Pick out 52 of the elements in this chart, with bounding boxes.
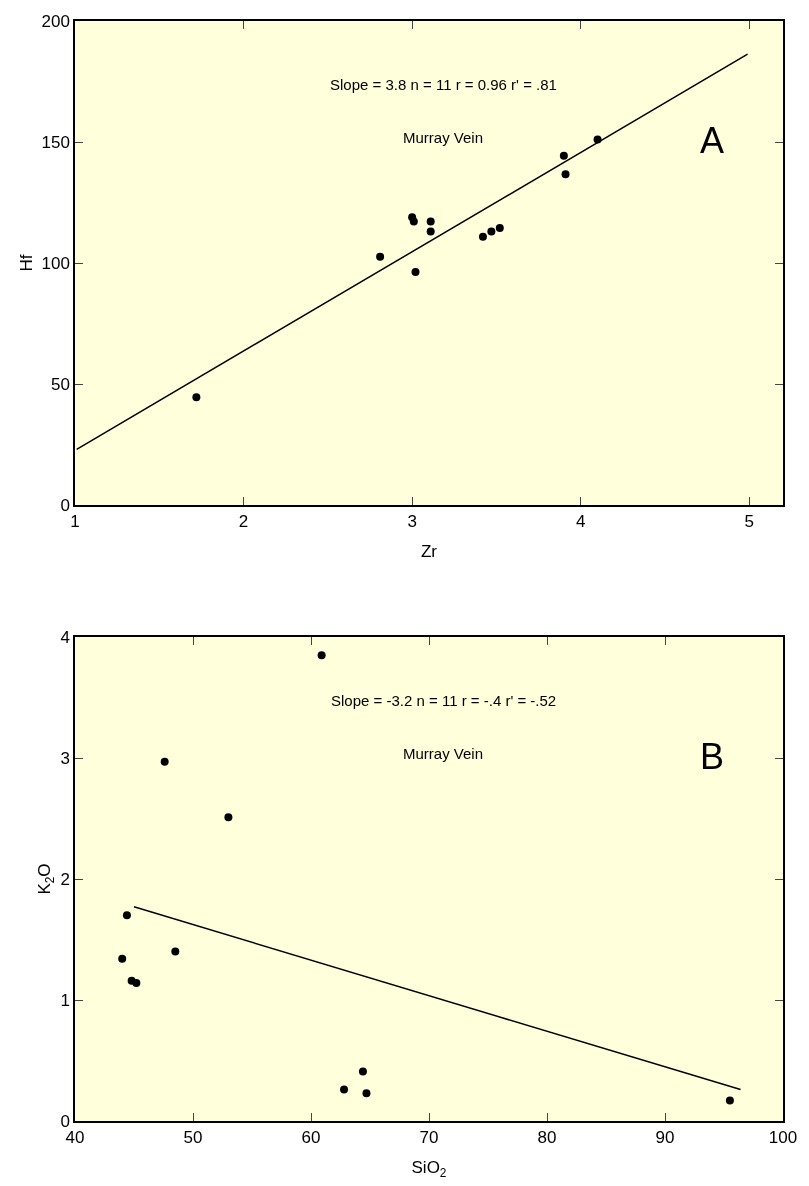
point bbox=[358, 1067, 367, 1076]
y-tick-label: 4 bbox=[60, 627, 70, 647]
annotation: Slope = -3.2 n = 11 r = -.4 r' = -.52 bbox=[331, 692, 557, 709]
point bbox=[122, 911, 131, 920]
x-tick-label: 100 bbox=[768, 1128, 798, 1148]
x-tick-label: 40 bbox=[65, 1128, 85, 1148]
point bbox=[362, 1089, 371, 1098]
x-tick-label: 60 bbox=[301, 1128, 321, 1148]
x-tick-label: 5 bbox=[744, 512, 755, 532]
y-tick-label: 1 bbox=[60, 990, 70, 1010]
point bbox=[317, 651, 326, 660]
point bbox=[426, 217, 435, 226]
y-tick-label: 3 bbox=[60, 748, 70, 768]
y-tick-label: 200 bbox=[41, 11, 70, 31]
y-tick-label: 0 bbox=[60, 495, 70, 515]
x-axis-title: SiO$_{2}$ bbox=[411, 1158, 447, 1180]
point bbox=[725, 1096, 734, 1105]
annotation: Murray Vein bbox=[403, 129, 484, 146]
point bbox=[487, 227, 496, 236]
x-axis-title: Zr bbox=[420, 542, 438, 562]
x-tick-label: 80 bbox=[537, 1128, 557, 1148]
x-tick-label: 70 bbox=[419, 1128, 439, 1148]
x-tick-label: 2 bbox=[238, 512, 249, 532]
point bbox=[224, 813, 233, 822]
point bbox=[160, 757, 169, 766]
x-tick-label: 3 bbox=[407, 512, 417, 532]
point bbox=[118, 954, 127, 963]
y-tick-label: 2 bbox=[60, 869, 70, 889]
y-tick-label: 150 bbox=[41, 132, 70, 152]
annotation: A bbox=[700, 120, 725, 161]
x-tick-label: 50 bbox=[183, 1128, 203, 1148]
point bbox=[171, 947, 180, 956]
y-tick-label: 0 bbox=[60, 1111, 70, 1131]
annotation: Murray Vein bbox=[403, 745, 484, 762]
point bbox=[132, 979, 141, 988]
y-tick-label: 100 bbox=[41, 253, 70, 273]
point bbox=[411, 267, 420, 276]
point bbox=[478, 232, 487, 241]
point bbox=[192, 393, 201, 402]
point bbox=[426, 227, 435, 236]
x-tick-label: 4 bbox=[575, 512, 586, 532]
point bbox=[495, 223, 504, 232]
point bbox=[340, 1085, 349, 1094]
annotation: B bbox=[700, 736, 725, 777]
annotation: Slope = 3.8 n = 11 r = 0.96 r' = .81 bbox=[330, 76, 557, 93]
point bbox=[561, 170, 570, 179]
y-axis-title: Hf bbox=[16, 254, 36, 272]
x-tick-label: 90 bbox=[655, 1128, 675, 1148]
point bbox=[559, 151, 568, 160]
y-tick-label: 50 bbox=[50, 374, 70, 394]
point bbox=[376, 252, 385, 261]
point bbox=[409, 217, 418, 226]
